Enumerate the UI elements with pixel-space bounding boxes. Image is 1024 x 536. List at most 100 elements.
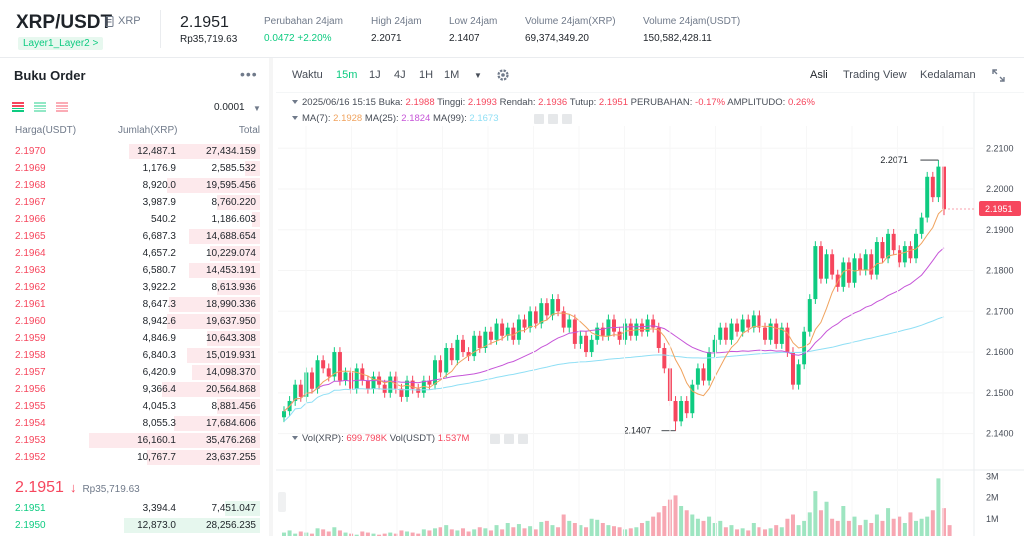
candle-body [460,339,465,353]
orderbook-row-ask[interactable]: 2.1968 8,920.0 19,595.456 [0,177,269,194]
orderbook-row-ask[interactable]: 2.1965 6,687.3 14,688.654 [0,228,269,245]
order-total: 10,643.308 [205,333,256,344]
view-asli[interactable]: Asli [810,69,828,81]
pair-title[interactable]: XRP/USDT [16,12,113,33]
orderbook-row-ask[interactable]: 2.1964 4,657.2 10,229.074 [0,245,269,262]
volume-bar [729,525,734,536]
orderbook-row-ask[interactable]: 2.1962 3,922.2 8,613.936 [0,279,269,296]
indicator-settings-icon[interactable] [562,114,572,124]
view-tradingview[interactable]: Trading View [843,69,907,81]
volume-bar [902,523,907,536]
orderbook-row-ask[interactable]: 2.1970 12,487.1 27,434.159 [0,143,269,160]
orderbook-row-ask[interactable]: 2.1953 16,160.1 35,476.268 [0,432,269,449]
chevron-right-icon: > [92,38,99,49]
interval-1j[interactable]: 1J [369,69,381,81]
order-total: 10,229.074 [205,248,256,259]
indicator-settings-icon[interactable] [490,434,500,444]
orderbook-row-ask[interactable]: 2.1958 6,840.3 15,019.931 [0,347,269,364]
orderbook-row-ask[interactable]: 2.1952 10,767.7 23,637.255 [0,449,269,466]
price-chart[interactable]: 2.2100 2.2000 2.1900 2.1800 2.1700 2.1600 2.15… [276,92,1024,536]
ma99-value: 2.1673 [469,113,498,124]
orderbook-row-ask[interactable]: 2.1969 1,176.9 2,585.532 [0,160,269,177]
order-total: 18,990.336 [205,299,256,310]
collapse-icon[interactable] [292,100,298,104]
orderbook-row-ask[interactable]: 2.1963 6,580.7 14,453.191 [0,262,269,279]
ma-info: MA(7): 2.1928 MA(25): 2.1824 MA(99): 2.1… [302,113,498,124]
order-total: 2,585.532 [211,163,257,174]
candle-body [309,372,314,389]
caret-down-icon[interactable]: ▼ [253,104,261,113]
orderbook-row-ask[interactable]: 2.1960 8,942.6 19,637.950 [0,313,269,330]
interval-15m[interactable]: 15m [336,69,358,81]
scroll-handle[interactable] [278,492,286,512]
order-amount: 6,580.7 [142,265,176,276]
candle-body [393,376,398,389]
expand-icon[interactable] [992,69,1005,82]
indicator-settings-icon[interactable] [548,114,558,124]
volume-bar [645,520,650,536]
volume-bar [684,510,689,536]
chart-area: Waktu 15m 1J 4J 1H 1M ▼ Asli Trading Vie… [276,58,1024,536]
candle-body [662,347,667,369]
view-bids-icon[interactable] [34,102,46,112]
order-amount: 4,657.2 [142,248,176,259]
candle-body [522,319,527,328]
volume-bar [925,516,930,536]
candle-body [326,368,331,377]
volume-bar [919,518,924,536]
orderbook-row-ask[interactable]: 2.1967 3,987.9 8,760.220 [0,194,269,211]
candle-body [494,323,499,340]
candle-body [444,347,449,373]
candle-body [455,339,460,361]
volume-bar [779,527,784,536]
orderbook-row-ask[interactable]: 2.1959 4,846.9 10,643.308 [0,330,269,347]
view-kedalaman[interactable]: Kedalaman [920,69,976,81]
time-label: Waktu [292,69,323,81]
candle-body [511,327,516,340]
interval-4j[interactable]: 4J [394,69,406,81]
volume-bar [589,518,594,536]
orderbook-row-ask[interactable]: 2.1966 540.2 1,186.603 [0,211,269,228]
collapse-icon[interactable] [292,436,298,440]
orderbook-row-bid[interactable]: 2.1950 12,873.0 28,256.235 [0,517,269,534]
y-tick-label: 2.2100 [986,143,1014,153]
base-asset-label: XRP [118,15,141,27]
volume-bar [735,529,740,536]
indicator-settings-icon[interactable] [534,114,544,124]
interval-1m[interactable]: 1M [444,69,460,81]
volume-bar [790,514,795,536]
gear-icon[interactable] [496,68,510,82]
volume-bar [444,525,449,536]
orderbook-row-ask[interactable]: 2.1956 9,366.4 20,564.868 [0,381,269,398]
orderbook-row-ask[interactable]: 2.1957 6,420.9 14,098.370 [0,364,269,381]
stat-volume-xrp: Volume 24jam(XRP) 69,374,349.20 [525,16,616,44]
view-both-icon[interactable] [12,102,24,112]
mid-price-row: 2.1951 ↓ Rp35,719.63 [15,479,140,497]
sector-tag[interactable]: Layer1_Layer2 > [18,37,104,50]
order-total: 15,019.931 [205,350,256,361]
mid-price-idr: Rp35,719.63 [82,484,140,495]
volume-bar [662,506,667,536]
collapse-icon[interactable] [292,116,298,120]
depth-bar [186,348,260,363]
interval-1h[interactable]: 1H [419,69,434,81]
orderbook-row-ask[interactable]: 2.1961 8,647.3 18,990.336 [0,296,269,313]
volume-bar [617,527,622,536]
more-dots-icon[interactable]: ••• [240,66,258,82]
volume-bar [757,527,762,536]
orderbook-row-ask[interactable]: 2.1955 4,045.3 8,881.456 [0,398,269,415]
orderbook-row-bid[interactable]: 2.1951 3,394.4 7,451.047 [0,500,269,517]
view-asks-icon[interactable] [56,102,68,112]
price-step-select[interactable]: 0.0001 [214,102,245,113]
candle-body [466,352,471,357]
volume-bar [606,525,611,536]
indicator-settings-icon[interactable] [518,434,528,444]
orderbook-row-ask[interactable]: 2.1954 8,055.3 17,684.606 [0,415,269,432]
caret-down-icon[interactable]: ▼ [474,71,482,80]
volume-bar [455,530,460,536]
candle-body [488,331,493,340]
indicator-settings-icon[interactable] [504,434,514,444]
candle-body [774,323,779,344]
candle-body [863,254,868,271]
volume-tick-label: 1M [986,514,999,524]
